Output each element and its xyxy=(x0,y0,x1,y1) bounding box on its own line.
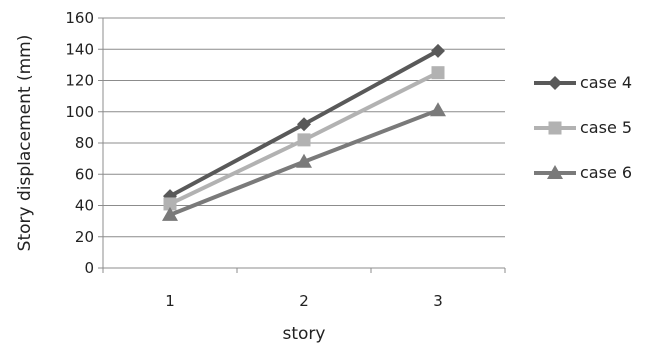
y-tick-label: 140 xyxy=(65,40,94,58)
series-case-6 xyxy=(162,102,446,221)
data-point-case-5 xyxy=(163,197,177,211)
data-point-case-6 xyxy=(162,206,178,221)
legend-item-case-4: case 4 xyxy=(534,73,632,92)
legend-label: case 5 xyxy=(580,118,632,137)
y-axis-title: Story displacement (mm) xyxy=(15,35,35,252)
x-axis-title: story xyxy=(283,324,326,344)
data-point-case-6 xyxy=(296,153,312,168)
legend-marker xyxy=(548,121,562,135)
y-tick-label: 80 xyxy=(75,134,94,152)
data-point-case-5 xyxy=(431,66,445,80)
x-tick-label: 1 xyxy=(165,292,175,310)
y-tick-label: 40 xyxy=(75,197,94,215)
x-tick-labels: 1 2 3 xyxy=(165,292,443,310)
data-point-case-4 xyxy=(431,43,445,58)
y-tick-label: 160 xyxy=(65,9,94,27)
data-point-case-5 xyxy=(297,133,311,147)
series-case-4 xyxy=(163,43,445,204)
data-point-case-6 xyxy=(430,102,446,117)
legend-label: case 4 xyxy=(580,73,632,92)
y-tick-label: 0 xyxy=(84,259,94,277)
legend-label: case 6 xyxy=(580,163,632,182)
series-group xyxy=(162,43,446,221)
legend-item-case-5: case 5 xyxy=(534,118,632,137)
x-tick-label: 3 xyxy=(433,292,443,310)
x-tick-label: 2 xyxy=(299,292,309,310)
y-tick-label: 100 xyxy=(65,103,94,121)
legend-item-case-6: case 6 xyxy=(534,163,632,182)
y-tick-labels: 0 20 40 60 80 100 120 140 160 xyxy=(65,9,94,277)
y-tick-label: 20 xyxy=(75,228,94,246)
legend-marker xyxy=(547,165,563,179)
y-tick-label: 120 xyxy=(65,72,94,90)
data-point-case-4 xyxy=(297,117,311,132)
legend-marker xyxy=(548,76,562,90)
legend: case 4 case 5 case 6 xyxy=(534,73,632,182)
series-case-5 xyxy=(163,66,445,211)
y-tick-label: 60 xyxy=(75,165,94,183)
